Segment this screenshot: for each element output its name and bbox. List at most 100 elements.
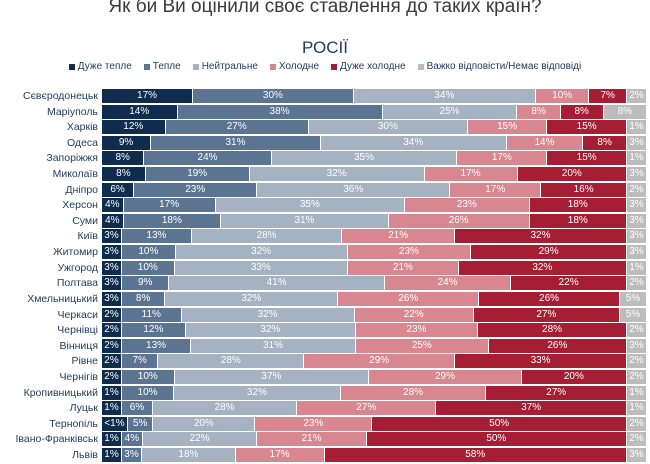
stacked-bar: 2% 12% 32% 23% 28% 2% — [102, 323, 647, 338]
bar-segment: 32% — [165, 291, 339, 306]
bar-segment: 58% — [324, 448, 627, 462]
bar-segment: 1% — [102, 432, 122, 447]
bar-segment: 1% — [102, 448, 122, 462]
stacked-bar: 8% 24% 35% 17% 15% 1% — [102, 151, 647, 166]
stacked-bar: 4% 18% 31% 26% 18% 3% — [102, 213, 647, 228]
bar-segment: 2% — [626, 416, 647, 431]
bar-row: Черкаси 2% 11% 32% 22% 27% 5% — [0, 307, 650, 323]
bar-row: Ужгород 3% 10% 33% 21% 32% 1% — [0, 260, 650, 276]
legend-label: Важко відповісти/Немає відповіді — [426, 61, 582, 72]
bar-row: Київ 3% 13% 28% 21% 32% 3% — [0, 229, 650, 244]
bar-row: Маріуполь 14% 38% 25% 8% 8% 8% — [0, 104, 650, 120]
stacked-bar: 9% 31% 34% 14% 8% 3% — [102, 135, 647, 150]
bar-segment: 15% — [547, 151, 627, 166]
stacked-bar: 6% 23% 36% 17% 16% 2% — [102, 182, 647, 197]
bar-segment: 2% — [626, 89, 647, 103]
bar-segment: 3% — [626, 198, 647, 213]
bar-segment: 22% — [142, 432, 258, 447]
bar-segment: 18% — [123, 213, 222, 228]
bar-segment: 37% — [174, 369, 370, 384]
bar-segment: 13% — [122, 338, 192, 353]
bar-segment: 23% — [347, 245, 472, 260]
bar-segment: 5% — [619, 307, 647, 322]
bar-segment: 31% — [191, 338, 356, 353]
bar-segment: 8% — [122, 291, 166, 306]
bar-segment: 37% — [436, 401, 627, 416]
legend-swatch — [417, 63, 424, 70]
bar-segment: 6% — [102, 182, 135, 197]
bar-segment: 26% — [388, 213, 530, 228]
legend-label: Дуже холодне — [340, 61, 406, 72]
bar-segment: 2% — [102, 369, 122, 384]
bar-segment: 23% — [134, 182, 258, 197]
bar-segment: 12% — [122, 323, 186, 338]
bar-segment: 33% — [455, 354, 627, 369]
bar-segment: 27% — [165, 120, 309, 135]
bar-segment: 8% — [102, 167, 146, 182]
chart-subtitle: РОСІЇ — [302, 38, 348, 57]
bar-segment: 4% — [122, 432, 143, 447]
stacked-bar: 12% 27% 30% 15% 15% 1% — [102, 120, 647, 135]
bar-segment: 22% — [511, 276, 627, 291]
bar-row: Житомир 3% 10% 32% 23% 29% 3% — [0, 245, 650, 260]
bar-segment: 1% — [626, 151, 647, 166]
category-label: Одеса — [67, 136, 98, 149]
bar-segment: 1% — [626, 401, 647, 416]
bar-segment: 25% — [355, 338, 489, 353]
bar-segment: 27% — [297, 401, 437, 416]
bar-segment: 2% — [626, 323, 647, 338]
bar-segment: 36% — [257, 182, 451, 197]
bar-row: Одеса 9% 31% 34% 14% 8% 3% — [0, 135, 650, 151]
bar-segment: 41% — [169, 276, 386, 291]
bar-segment: 18% — [529, 198, 627, 213]
bar-segment: 26% — [338, 291, 480, 306]
bar-segment: 23% — [355, 323, 479, 338]
bar-segment: 17% — [123, 198, 216, 213]
bar-segment: 3% — [626, 245, 647, 260]
bar-segment: 8% — [560, 104, 604, 119]
bar-segment: 1% — [626, 120, 647, 135]
bar-segment: 33% — [174, 260, 349, 275]
bar-segment: 30% — [193, 89, 354, 103]
bar-segment: 9% — [122, 276, 170, 291]
category-label: Хмельницький — [27, 292, 98, 305]
bar-segment: 2% — [626, 276, 647, 291]
bar-segment: 50% — [366, 432, 627, 447]
bar-segment: <1% — [102, 416, 128, 431]
bar-row: Тернопіль <1% 5% 20% 23% 50% 2% — [0, 416, 650, 432]
bar-segment: 2% — [102, 323, 122, 338]
bar-segment: 50% — [372, 416, 627, 431]
bar-segment: 15% — [467, 120, 548, 135]
bar-segment: 10% — [122, 260, 175, 275]
bar-segment: 14% — [102, 104, 178, 119]
category-label: Черкаси — [57, 308, 98, 321]
bar-segment: 10% — [535, 89, 590, 103]
category-label: Рівне — [71, 355, 98, 368]
bar-segment: 26% — [488, 338, 627, 353]
stacked-bar: 3% 10% 32% 23% 29% 3% — [102, 245, 647, 260]
bar-segment: 17% — [457, 151, 548, 166]
bar-segment: 30% — [308, 120, 468, 135]
stacked-bar: 3% 10% 33% 21% 32% 1% — [102, 260, 647, 275]
category-label: Тернопіль — [49, 417, 98, 430]
bar-segment: 28% — [191, 229, 343, 244]
bar-row: Харків 12% 27% 30% 15% 15% 1% — [0, 120, 650, 135]
stacked-bar: 2% 7% 28% 29% 33% 2% — [102, 354, 647, 369]
bar-segment: 9% — [102, 135, 152, 150]
bar-segment: 32% — [174, 385, 341, 400]
bar-segment: 5% — [128, 416, 154, 431]
bar-segment: 3% — [626, 229, 647, 244]
category-label: Сєвєродонецьк — [22, 90, 98, 102]
category-label: Харків — [66, 121, 98, 134]
legend-swatch — [331, 63, 338, 70]
bar-segment: 5% — [619, 291, 647, 306]
bar-segment: 3% — [102, 245, 122, 260]
category-label: Вінниця — [59, 339, 99, 352]
bar-row: Чернівці 2% 12% 32% 23% 28% 2% — [0, 323, 650, 338]
legend-label: Тепле — [152, 61, 181, 72]
bar-segment: 28% — [158, 354, 305, 369]
legend: Дуже тепле Тепле Нейтральне Холодне Дуже хол… — [0, 61, 650, 72]
category-label: Полтава — [56, 277, 98, 290]
bar-segment: 2% — [102, 354, 122, 369]
category-label: Суми — [72, 214, 98, 227]
